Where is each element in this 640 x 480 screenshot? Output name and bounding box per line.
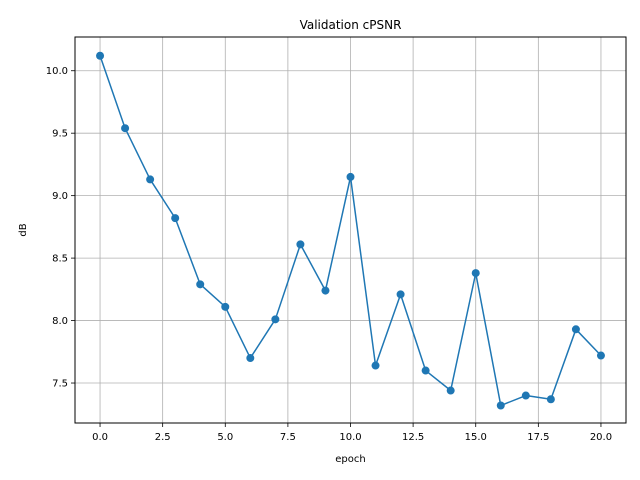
y-tick-label: 9.5 (52, 129, 68, 140)
data-point (321, 286, 330, 295)
x-tick-label: 0.0 (92, 432, 108, 443)
y-tick-label: 8.0 (52, 316, 68, 327)
y-tick-label: 10.0 (46, 66, 68, 77)
x-axis-label: epoch (335, 454, 365, 465)
y-axis-label: dB (18, 223, 29, 236)
data-point (121, 124, 130, 133)
data-point (171, 214, 180, 223)
data-point (571, 325, 580, 334)
y-axis-ticks: 7.5 8.0 8.5 9.0 9.5 10.0 (46, 66, 75, 390)
data-point (596, 351, 605, 360)
data-point (296, 240, 305, 249)
data-point (221, 302, 230, 311)
x-tick-label: 20.0 (590, 432, 612, 443)
data-point (196, 280, 205, 289)
y-tick-label: 7.5 (52, 379, 68, 390)
data-point (546, 395, 555, 404)
data-point (346, 172, 355, 181)
data-point (146, 175, 155, 184)
grid (75, 37, 626, 423)
y-tick-label: 8.5 (52, 254, 68, 265)
data-point (371, 361, 380, 370)
x-tick-label: 5.0 (217, 432, 233, 443)
series-line-group (96, 51, 605, 410)
data-point (446, 386, 455, 395)
x-tick-label: 10.0 (339, 432, 361, 443)
data-point (421, 366, 430, 375)
data-point (471, 269, 480, 278)
data-point (521, 391, 530, 400)
x-tick-label: 17.5 (527, 432, 549, 443)
y-tick-label: 9.0 (52, 191, 68, 202)
x-axis-ticks: 0.0 2.5 5.0 7.5 10.0 12.5 15.0 17.5 20.0 (92, 423, 612, 443)
data-point (246, 354, 255, 363)
data-point (96, 51, 105, 60)
x-tick-label: 15.0 (465, 432, 487, 443)
data-point (396, 290, 405, 299)
data-point (496, 401, 505, 410)
x-tick-label: 12.5 (402, 432, 424, 443)
chart-title: Validation cPSNR (300, 18, 402, 32)
data-point (271, 315, 280, 324)
x-tick-label: 7.5 (280, 432, 296, 443)
x-tick-label: 2.5 (155, 432, 171, 443)
